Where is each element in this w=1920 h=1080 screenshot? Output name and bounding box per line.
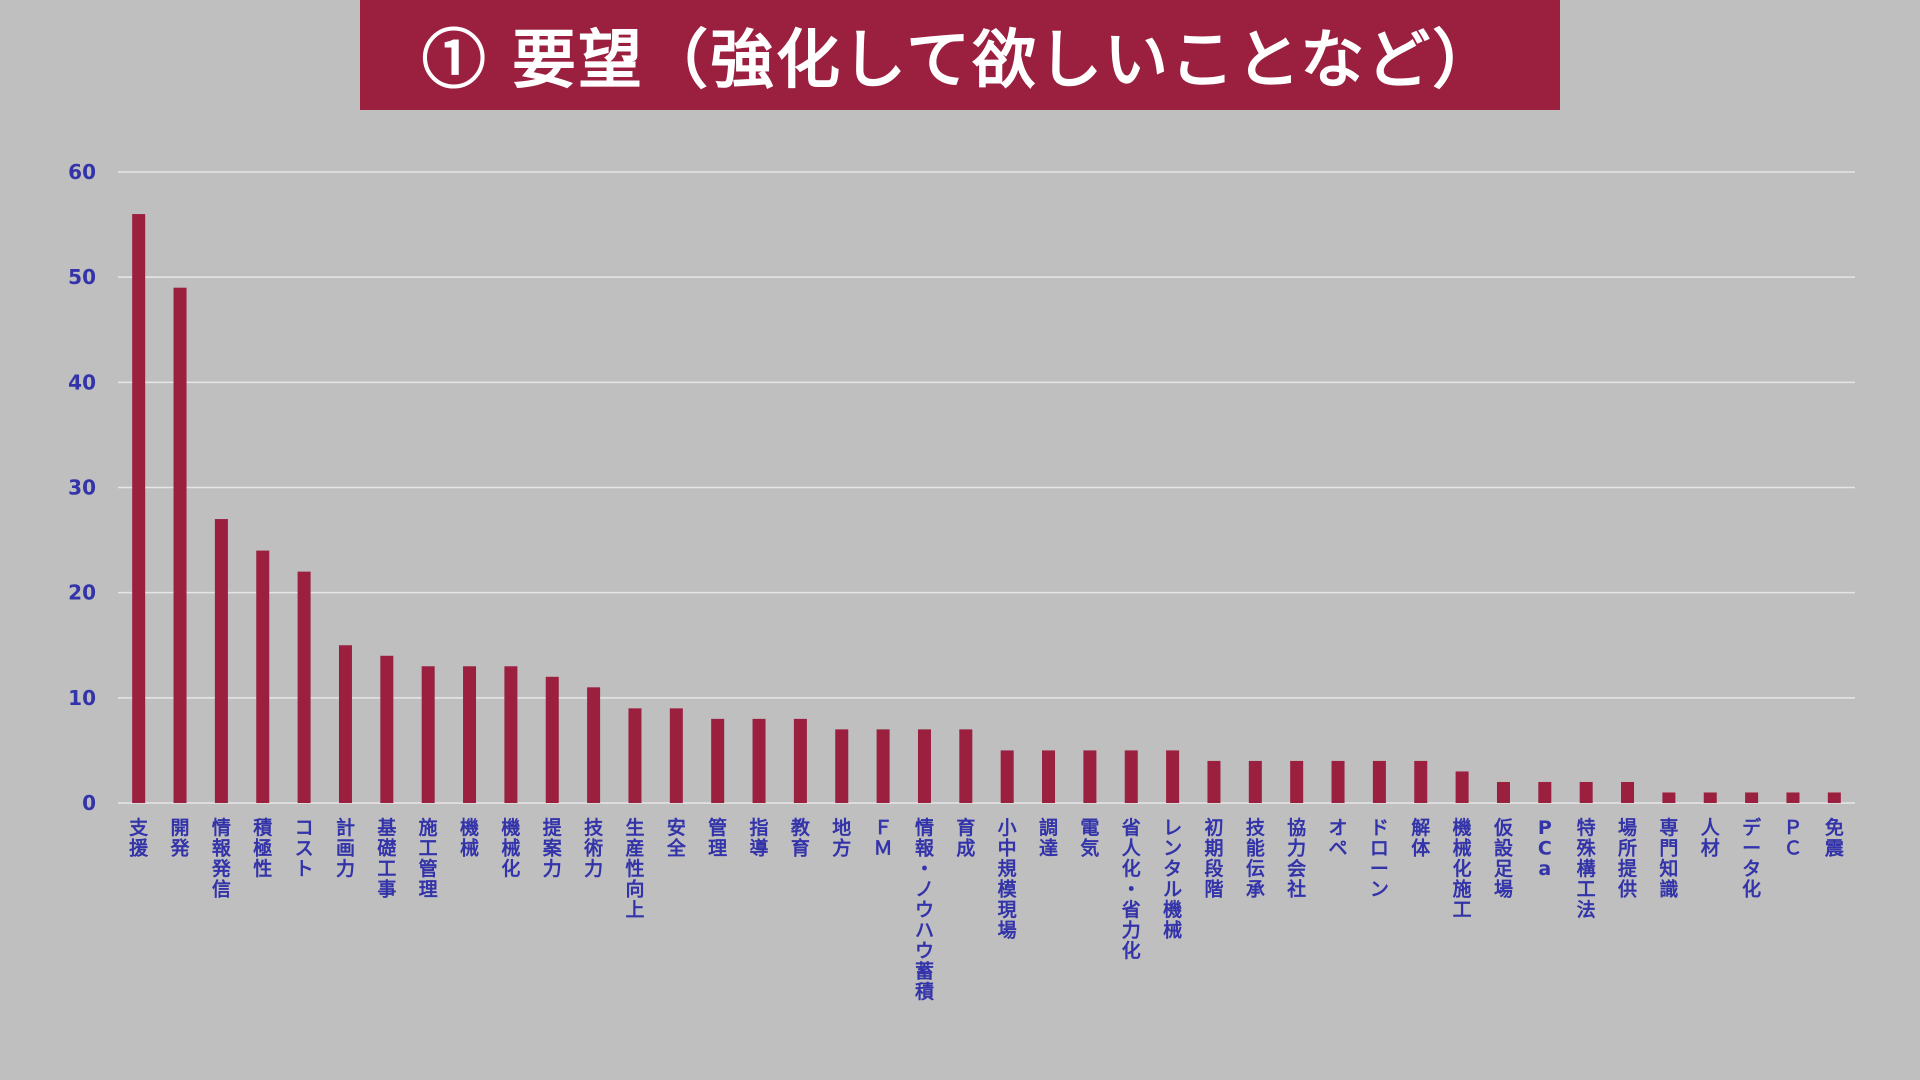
y-axis-ticks: 0 10 20 30 40 50 60 (68, 160, 96, 815)
bar-14 (669, 708, 683, 803)
bar-13 (628, 708, 642, 803)
x-tick-label: 解体 (1411, 816, 1431, 860)
bar-34 (1496, 781, 1510, 803)
x-tick-label: オペ (1329, 817, 1348, 860)
bar-6 (338, 645, 352, 803)
y-tick-label: 60 (68, 160, 96, 184)
x-tick-label: 協力会社 (1286, 817, 1306, 901)
bars (132, 214, 1841, 804)
x-tick-label: 教育 (791, 816, 811, 860)
x-tick-label: 技術力 (583, 816, 604, 880)
x-tick-label: 計画力 (336, 816, 355, 880)
bar-3 (214, 519, 228, 803)
x-tick-label: 支援 (128, 817, 149, 860)
bar-27 (1207, 760, 1221, 803)
bar-12 (587, 687, 601, 803)
x-tick-label: 場所提供 (1617, 817, 1638, 901)
x-tick-label: データ化 (1742, 816, 1762, 901)
x-tick-label: 調達 (1039, 816, 1058, 860)
x-tick-label: レンタル機械 (1163, 817, 1182, 942)
x-tick-label: 機械 (460, 816, 479, 860)
y-tick-label: 40 (68, 370, 96, 394)
x-tick-label: 小中規模現場 (998, 817, 1018, 942)
bar-15 (711, 718, 725, 803)
bar-16 (752, 718, 766, 803)
bar-25 (1124, 750, 1138, 803)
y-tick-label: 0 (82, 791, 96, 815)
bar-10 (504, 666, 518, 803)
bar-18 (835, 729, 849, 803)
x-tick-label: 省人化・省力化 (1121, 817, 1142, 962)
x-tick-label: 基礎工事 (376, 816, 397, 901)
x-tick-label: 技能伝承 (1246, 816, 1266, 901)
bar-32 (1414, 760, 1428, 803)
y-tick-label: 10 (68, 686, 96, 710)
x-tick-label: 開発 (170, 817, 191, 860)
bar-19 (876, 729, 890, 803)
bar-5 (297, 571, 311, 803)
x-tick-label: 生産性向上 (625, 816, 644, 921)
x-tick-label: 免震 (1825, 816, 1845, 860)
x-tick-label: 初期段階 (1204, 816, 1224, 901)
bar-37 (1621, 781, 1635, 803)
y-tick-label: 30 (68, 476, 96, 500)
x-tick-label: 施工管理 (419, 816, 438, 901)
x-tick-label: 育成 (956, 816, 975, 860)
x-tick-label: 情報・ノウハウ蓄積 (915, 816, 935, 1003)
grid-lines (118, 171, 1855, 804)
x-tick-label: ＰＣ (1783, 817, 1802, 860)
x-tick-label: 仮設足場 (1493, 816, 1514, 901)
x-tick-label: 人材 (1701, 817, 1721, 860)
title-banner: ① 要望（強化して欲しいことなど） (360, 0, 1560, 110)
bar-7 (380, 655, 394, 803)
bar-22 (1000, 750, 1014, 803)
bar-42 (1827, 792, 1841, 803)
x-tick-label: ドローン (1370, 817, 1389, 901)
bar-35 (1538, 781, 1552, 803)
bar-26 (1166, 750, 1180, 803)
bar-30 (1331, 760, 1345, 803)
x-tick-label: 情報発信 (211, 816, 232, 901)
bar-28 (1248, 760, 1262, 803)
bar-23 (1042, 750, 1056, 803)
bar-2 (173, 287, 187, 803)
x-tick-label: ＦＭ (874, 817, 893, 860)
bar-39 (1703, 792, 1717, 803)
bar-21 (959, 729, 973, 803)
x-tick-label: 安全 (666, 816, 687, 860)
x-tick-label: 機械化 (501, 816, 520, 880)
x-tick-label: 特殊構工法 (1577, 817, 1597, 921)
bar-9 (463, 666, 477, 803)
x-tick-label: 機械化施工 (1453, 816, 1472, 921)
bar-11 (545, 676, 559, 803)
bar-31 (1372, 760, 1386, 803)
bar-24 (1083, 750, 1097, 803)
x-tick-label: 積極性 (253, 816, 272, 880)
x-tick-label: 地方 (832, 816, 851, 860)
bar-8 (421, 666, 435, 803)
bar-38 (1662, 792, 1676, 803)
bar-33 (1455, 771, 1469, 803)
chart-title: ① 要望（強化して欲しいことなど） (421, 23, 1499, 98)
bar-1 (132, 214, 146, 804)
y-tick-label: 50 (68, 265, 96, 289)
bar-29 (1290, 760, 1304, 803)
bar-17 (793, 718, 807, 803)
x-tick-label: 電気 (1080, 817, 1099, 860)
x-tick-label: コスト (295, 817, 314, 880)
bar-36 (1579, 781, 1593, 803)
bar-4 (256, 550, 270, 803)
y-tick-label: 20 (68, 581, 96, 605)
bar-40 (1745, 792, 1759, 803)
x-tick-label: 管理 (708, 816, 727, 860)
x-tick-label: 提案力 (542, 816, 563, 880)
x-tick-label: 専門知識 (1659, 817, 1678, 901)
bar-20 (917, 729, 931, 803)
bar-41 (1786, 792, 1800, 803)
x-tick-label: 指導 (750, 817, 769, 860)
